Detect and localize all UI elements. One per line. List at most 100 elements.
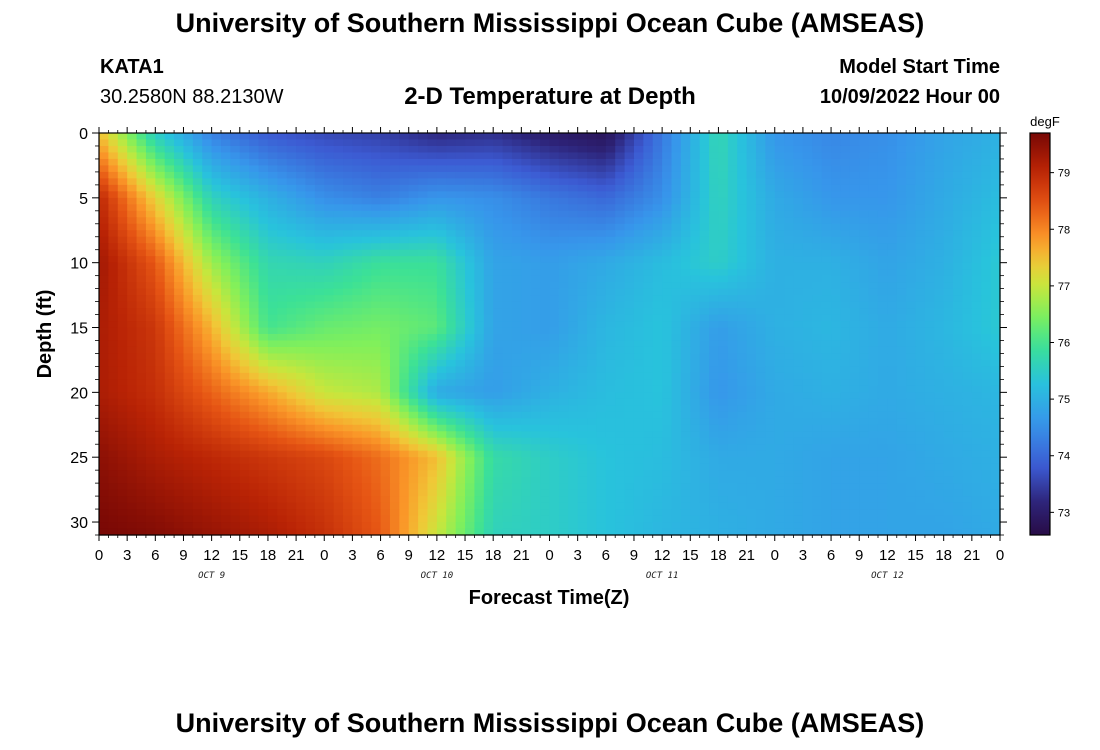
heatmap-cell	[408, 288, 419, 296]
heatmap-cell	[324, 450, 335, 458]
heatmap-cell	[145, 314, 156, 322]
heatmap-cell	[690, 217, 701, 225]
heatmap-cell	[633, 191, 644, 199]
heatmap-cell	[267, 197, 278, 205]
heatmap-cell	[502, 431, 513, 439]
heatmap-cell	[709, 366, 720, 374]
heatmap-cell	[765, 204, 776, 212]
heatmap-cell	[934, 301, 945, 309]
heatmap-cell	[305, 133, 316, 141]
heatmap-cell	[906, 197, 917, 205]
heatmap-cell	[211, 210, 222, 218]
heatmap-cell	[493, 269, 504, 277]
heatmap-cell	[333, 418, 344, 426]
heatmap-cell	[924, 275, 935, 283]
heatmap-cell	[859, 398, 870, 406]
heatmap-cell	[915, 236, 926, 244]
heatmap-cell	[831, 236, 842, 244]
heatmap-cell	[267, 301, 278, 309]
heatmap-cell	[821, 450, 832, 458]
heatmap-cell	[183, 450, 194, 458]
heatmap-cell	[211, 411, 222, 419]
heatmap-cell	[633, 171, 644, 179]
heatmap-cell	[934, 437, 945, 445]
heatmap-cell	[352, 133, 363, 141]
heatmap-cell	[136, 139, 147, 147]
heatmap-cell	[286, 133, 297, 141]
heatmap-cell	[953, 178, 964, 186]
heatmap-cell	[812, 275, 823, 283]
heatmap-cell	[296, 249, 307, 257]
heatmap-cell	[399, 171, 410, 179]
heatmap-cell	[596, 418, 607, 426]
heatmap-cell	[155, 210, 166, 218]
heatmap-cell	[174, 359, 185, 368]
heatmap-cell	[887, 236, 898, 244]
heatmap-cell	[427, 314, 438, 322]
heatmap-cell	[577, 223, 588, 231]
heatmap-cell	[99, 133, 109, 141]
heatmap-cell	[352, 197, 363, 205]
heatmap-cell	[718, 139, 729, 147]
heatmap-cell	[671, 230, 682, 238]
heatmap-cell	[192, 243, 203, 251]
heatmap-cell	[530, 217, 541, 225]
heatmap-cell	[455, 346, 466, 355]
heatmap-cell	[887, 249, 898, 257]
heatmap-cell	[493, 308, 504, 316]
heatmap-cell	[361, 301, 372, 309]
heatmap-cell	[277, 366, 288, 374]
heatmap-cell	[361, 437, 372, 445]
heatmap-cell	[371, 392, 382, 400]
heatmap-cell	[408, 165, 419, 173]
heatmap-cell	[314, 450, 325, 458]
heatmap-cell	[286, 217, 297, 225]
heatmap-cell	[174, 385, 185, 393]
heatmap-cell	[962, 139, 973, 147]
heatmap-cell	[267, 145, 278, 154]
heatmap-cell	[540, 353, 551, 361]
heatmap-cell	[446, 282, 457, 290]
heatmap-cell	[493, 334, 504, 342]
heatmap-cell	[446, 398, 457, 406]
heatmap-cell	[474, 418, 485, 426]
heatmap-cell	[258, 398, 269, 406]
heatmap-cell	[971, 366, 982, 374]
heatmap-cell	[192, 269, 203, 277]
heatmap-cell	[774, 334, 785, 342]
heatmap-cell	[230, 385, 241, 393]
heatmap-cell	[352, 275, 363, 283]
heatmap-cell	[568, 171, 579, 179]
heatmap-cell	[530, 405, 541, 413]
heatmap-cell	[258, 301, 269, 309]
heatmap-cell	[127, 405, 138, 413]
heatmap-cell	[662, 346, 673, 355]
heatmap-cell	[99, 359, 109, 368]
heatmap-cell	[427, 437, 438, 445]
heatmap-cell	[530, 282, 541, 290]
heatmap-cell	[540, 327, 551, 335]
heatmap-cell	[455, 359, 466, 368]
heatmap-cell	[755, 262, 766, 270]
heatmap-cell	[718, 230, 729, 238]
heatmap-cell	[605, 321, 616, 329]
heatmap-cell	[821, 275, 832, 283]
heatmap-cell	[465, 340, 476, 348]
heatmap-cell	[540, 321, 551, 329]
heatmap-cell	[296, 197, 307, 205]
heatmap-cell	[286, 223, 297, 231]
heatmap-cell	[399, 295, 410, 303]
heatmap-cell	[361, 184, 372, 192]
heatmap-cell	[174, 145, 185, 154]
heatmap-cell	[511, 314, 522, 322]
heatmap-cell	[108, 314, 119, 322]
heatmap-cell	[793, 353, 804, 361]
heatmap-cell	[558, 191, 569, 199]
heatmap-cell	[896, 165, 907, 173]
heatmap-cell	[971, 424, 982, 432]
heatmap-cell	[643, 256, 654, 264]
heatmap-cell	[765, 191, 776, 199]
heatmap-cell	[849, 372, 860, 380]
heatmap-cell	[258, 152, 269, 160]
heatmap-cell	[436, 437, 447, 445]
